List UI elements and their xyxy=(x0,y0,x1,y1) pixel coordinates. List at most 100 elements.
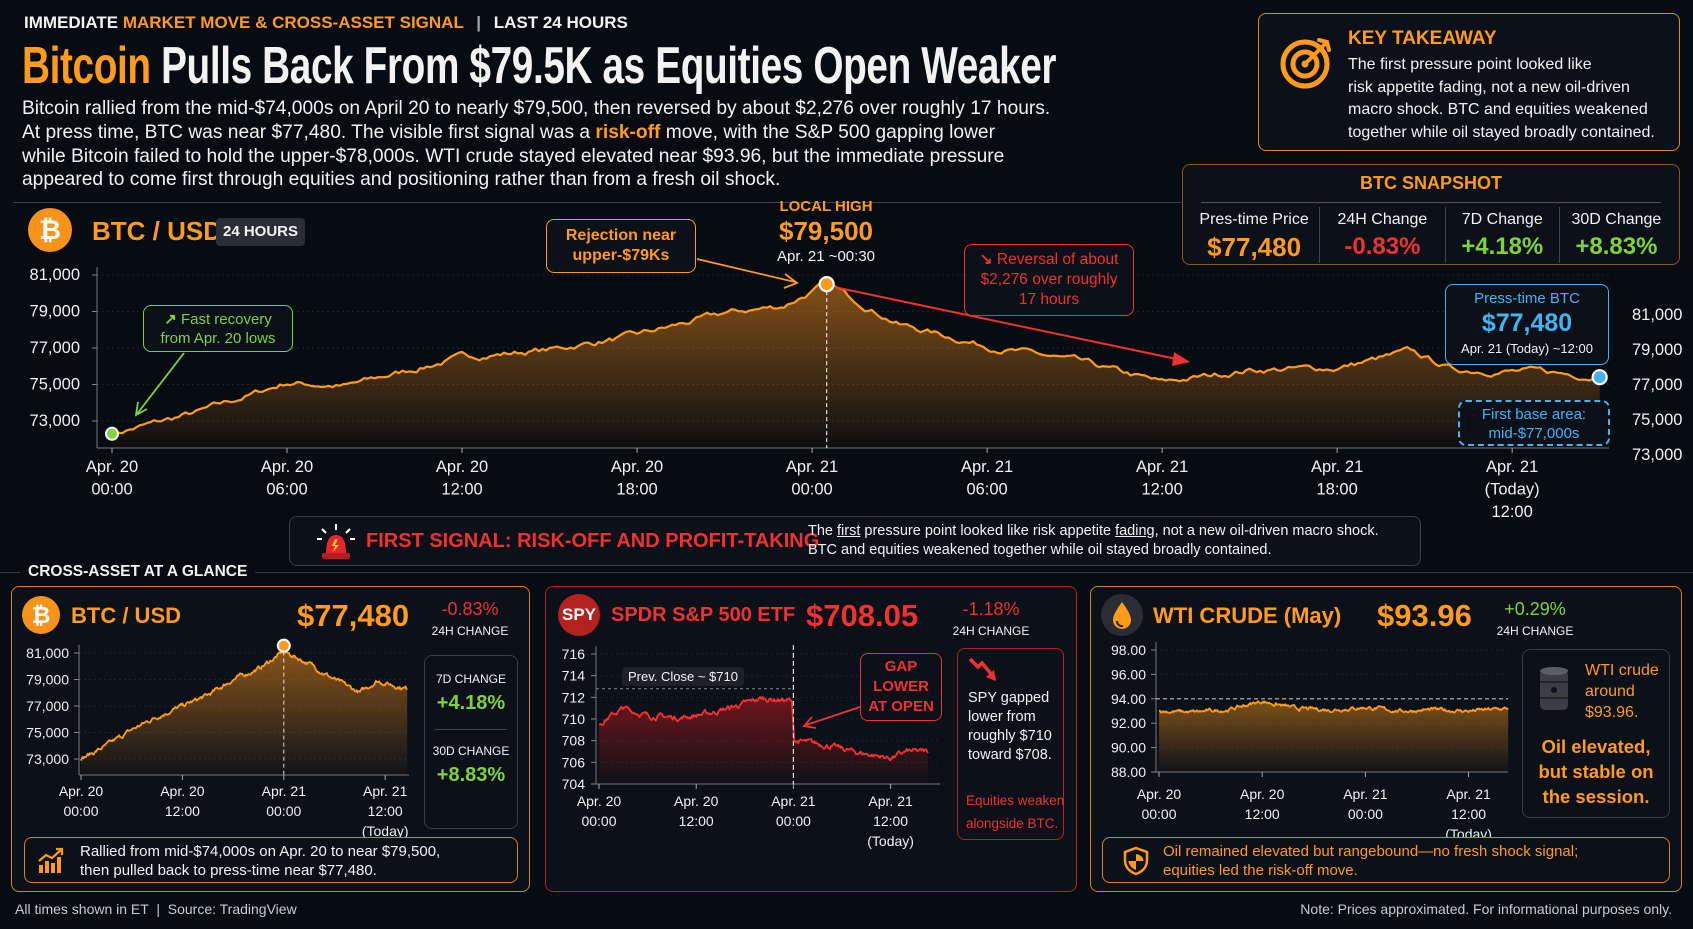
reversal-arrowhead xyxy=(1172,352,1190,366)
d30-label: 30D CHANGE xyxy=(432,744,510,758)
metric-value: $77,480 xyxy=(1207,232,1302,262)
y-tick-label: 94.00 xyxy=(1111,691,1146,707)
snapshot-metric: Pres-time Price $77,480 xyxy=(1189,207,1321,263)
y-tick-label: 98.00 xyxy=(1111,642,1146,658)
local-high-time: Apr. 21 ~00:30 xyxy=(777,248,875,265)
bitcoin-logo-icon: ₿ xyxy=(22,596,60,634)
note-line: from Apr. 20 lows xyxy=(160,330,276,347)
panel-title: SPDR S&P 500 ETF xyxy=(611,604,796,626)
x-tick-label: Apr. 20 xyxy=(160,783,205,799)
presstime-callout: Press-time BTC $77,480 Apr. 21 (Today) ~… xyxy=(1445,284,1609,365)
kicker-label: IMMEDIATE xyxy=(24,13,119,32)
x-tick-label: 00:00 xyxy=(63,803,98,819)
key-takeaway-title: KEY TAKEAWAY xyxy=(1348,28,1497,49)
low-marker xyxy=(105,426,119,441)
axis-label: 79,000 xyxy=(1632,341,1683,359)
spy-side-note: SPY gapped lower from roughly $710 toward $… xyxy=(957,648,1064,840)
y-tick-label: 73,000 xyxy=(30,412,80,430)
intro-text: At press time, BTC was near $77,480. The… xyxy=(22,121,596,143)
x-tick-label: Apr. 21 xyxy=(961,458,1013,476)
note-line: mid-$77,000s xyxy=(1488,425,1580,442)
kicker-topic: MARKET MOVE & CROSS-ASSET SIGNAL xyxy=(122,13,464,32)
btc-period-changes: 7D CHANGE +4.18% 30D CHANGE +8.83% xyxy=(424,655,518,829)
snapshot-metrics: Pres-time Price $77,480 24H Change -0.83% … xyxy=(1183,207,1679,263)
y-tick-label: 79,000 xyxy=(30,303,80,321)
x-tick-label: Apr. 20 xyxy=(1240,786,1285,802)
reversal-note: ↘ Reversal of about $2,276 over roughly 17… xyxy=(964,244,1134,316)
d7-value: +4.18% xyxy=(436,692,506,714)
range-badge[interactable]: 24 HOURS xyxy=(216,218,305,246)
note-line: LOWER xyxy=(873,678,929,695)
snapshot-metric: 30D Change +8.83% xyxy=(1560,207,1673,263)
x-tick-label: 00:00 xyxy=(266,803,301,819)
series-area xyxy=(81,651,408,775)
base-area-note: First base area: mid-$77,000s xyxy=(1458,400,1610,446)
text: The xyxy=(808,523,838,539)
note-line: then pulled back to press-time near $77,… xyxy=(80,862,377,879)
y-tick-label: 75,000 xyxy=(30,376,80,394)
presstime-label: Press-time BTC xyxy=(1474,290,1580,307)
divider xyxy=(13,202,1181,203)
x-tick-label: 06:00 xyxy=(266,481,307,499)
text-line: together while oil stayed broadly contai… xyxy=(1348,123,1655,141)
change-label: 24H CHANGE xyxy=(1496,624,1574,638)
panel-title: BTC / USD xyxy=(71,603,181,628)
note-line: roughly $710 xyxy=(968,728,1052,744)
signal-label: FIRST SIGNAL: xyxy=(366,530,512,552)
rejection-note: Rejection near upper-$79Ks xyxy=(546,219,696,273)
note-line: AT OPEN xyxy=(868,698,934,715)
x-tick-label: (Today) xyxy=(362,823,409,839)
x-tick-label: 18:00 xyxy=(616,481,657,499)
change-value: -0.83% xyxy=(441,599,499,619)
metric-label: 30D Change xyxy=(1571,211,1662,228)
kicker: IMMEDIATE MARKET MOVE & CROSS-ASSET SIGN… xyxy=(24,13,628,33)
metric-label: Pres-time Price xyxy=(1199,211,1309,228)
y-tick-label: 708 xyxy=(562,733,586,749)
x-tick-label: 12:00 xyxy=(1451,806,1486,822)
note-line: 17 hours xyxy=(1018,291,1080,308)
change-label: 24H CHANGE xyxy=(952,624,1030,638)
x-tick-label: 00:00 xyxy=(581,813,616,829)
note-line: SPY gapped xyxy=(968,690,1050,706)
y-tick-label: 77,000 xyxy=(30,339,80,357)
series-line xyxy=(1158,700,1509,714)
y-tick-label: 712 xyxy=(562,689,586,705)
intro-line: At press time, BTC was near $77,480. The… xyxy=(22,121,1050,145)
x-tick-label: Apr. 21 xyxy=(1446,786,1491,802)
note-text: Rallied from mid-$74,000s on Apr. 20 to … xyxy=(80,842,440,880)
x-tick-label: Apr. 21 xyxy=(262,783,307,799)
first-signal-title: FIRST SIGNAL: RISK-OFF AND PROFIT-TAKING xyxy=(366,530,819,553)
trend-down-icon: ↘ xyxy=(979,251,997,268)
note-line: Rallied from mid-$74,000s on Apr. 20 to … xyxy=(80,843,441,860)
intro-line: Bitcoin rallied from the mid-$74,000s on… xyxy=(22,98,1051,119)
recovery-arrow xyxy=(134,352,185,417)
btc-note: Rallied from mid-$74,000s on Apr. 20 to … xyxy=(24,837,518,883)
trend-up-icon: ↗ xyxy=(164,311,181,328)
x-tick-label: 00:00 xyxy=(776,813,811,829)
x-tick-label: 00:00 xyxy=(91,481,132,499)
x-tick-label: (Today) xyxy=(867,833,914,849)
axis-label: 73,000 xyxy=(1632,446,1683,464)
text-line: macro shock. BTC and equities weakened xyxy=(1348,101,1648,118)
series-line xyxy=(111,278,1601,437)
shield-icon xyxy=(1123,846,1149,876)
gap-arrow xyxy=(802,706,861,729)
snapshot-title: BTC SNAPSHOT xyxy=(1359,173,1502,193)
note-line: but stable on xyxy=(1538,761,1654,782)
x-tick-label: Apr. 20 xyxy=(261,458,313,476)
page-title: Bitcoin Pulls Back From $79.5K as Equiti… xyxy=(22,36,1057,96)
presstime-time: Apr. 21 (Today) ~12:00 xyxy=(1461,341,1593,356)
series-line xyxy=(80,650,408,761)
intro-paragraph: Bitcoin rallied from the mid-$74,000s on… xyxy=(22,97,1050,192)
x-tick-label: Apr. 20 xyxy=(86,458,138,476)
panel-price: $708.05 xyxy=(806,598,919,633)
series-area xyxy=(1159,701,1509,772)
y-tick-label: 714 xyxy=(562,668,586,684)
panel-change: -0.83% 24H CHANGE xyxy=(425,599,515,638)
side-note-emphasis: Oil elevated, but stable on the session. xyxy=(1523,734,1669,809)
divider xyxy=(0,572,1693,573)
presstime-marker xyxy=(1591,369,1608,386)
x-tick-label: 12:00 xyxy=(368,803,403,819)
title-rest: Pulls Back From $79.5K as Equities Open … xyxy=(150,37,1057,95)
local-high-annotation: LOCAL HIGH $79,500 Apr. 21 ~00:30 xyxy=(746,198,906,265)
